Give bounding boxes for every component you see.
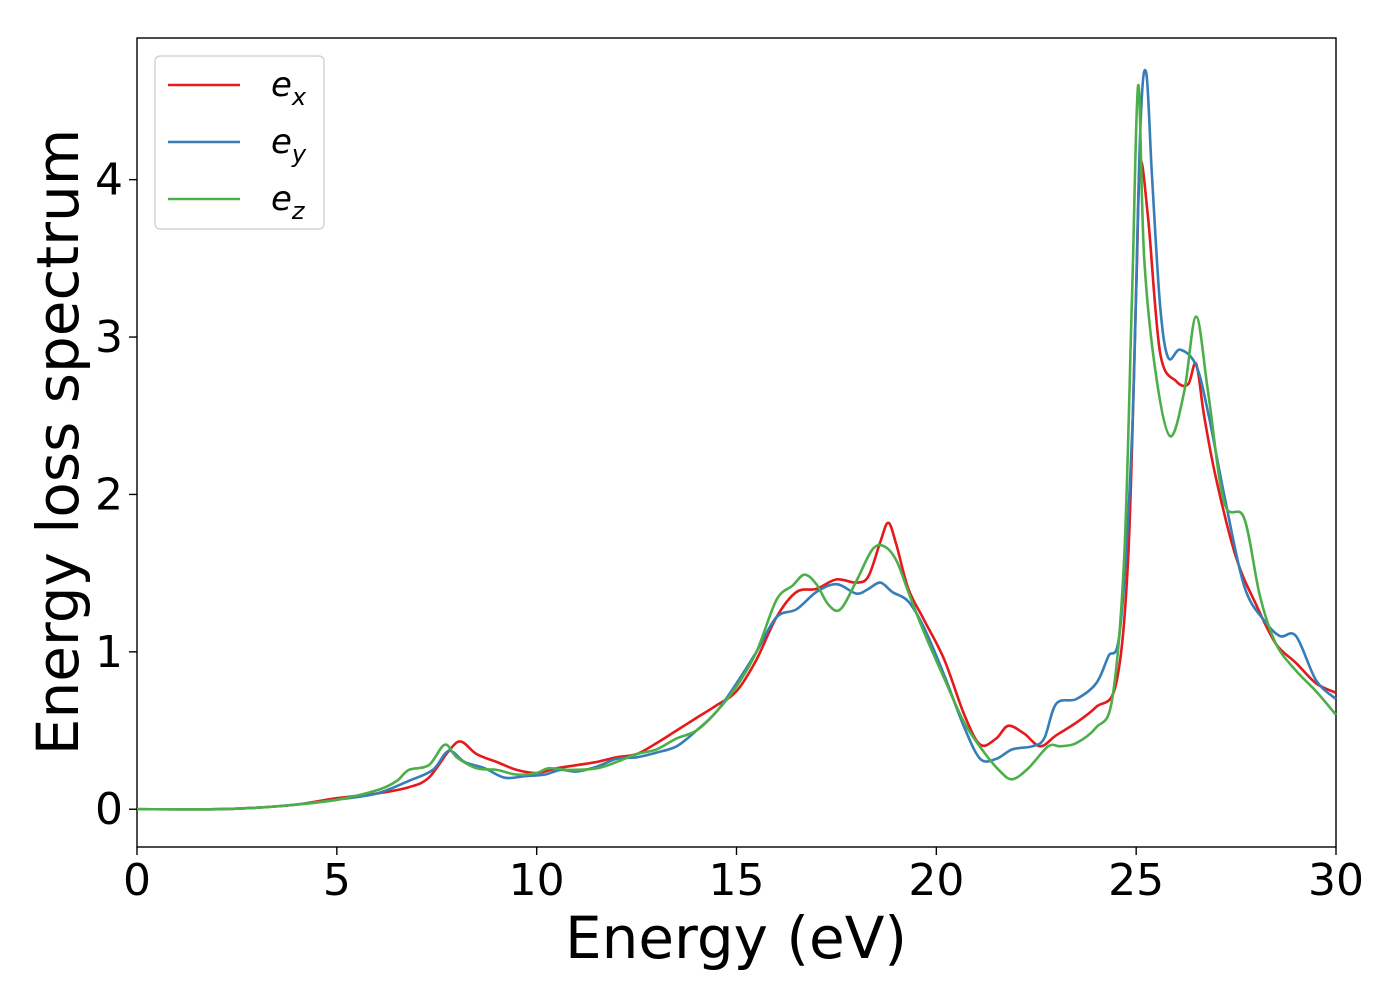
y-tick-label: 3 xyxy=(95,312,123,363)
legend-label-subscript: x xyxy=(291,83,307,111)
legend-label-subscript: y xyxy=(291,140,307,168)
y-tick-label: 2 xyxy=(95,469,123,520)
x-tick-label: 20 xyxy=(908,855,964,906)
x-tick-label: 15 xyxy=(709,855,765,906)
x-tick-label: 0 xyxy=(123,855,151,906)
x-tick-label: 25 xyxy=(1108,855,1164,906)
legend-label-base: e xyxy=(271,179,292,219)
series-layer xyxy=(136,68,1337,811)
legend-label-base: e xyxy=(271,65,292,105)
x-axis-ticks: 0 5 10 15 20 25 30 xyxy=(123,847,1364,906)
x-tick-label: 5 xyxy=(323,855,351,906)
legend-label-subscript: z xyxy=(291,197,306,225)
y-axis-ticks: 0 1 2 3 4 xyxy=(95,155,137,835)
x-tick-label: 10 xyxy=(509,855,565,906)
legend-label-x: ex xyxy=(271,65,307,111)
y-tick-label: 1 xyxy=(95,627,123,678)
legend-label-y: ey xyxy=(271,122,307,168)
x-tick-label: 30 xyxy=(1308,855,1364,906)
legend-label-z: ez xyxy=(271,179,306,225)
series-line-y xyxy=(136,68,1337,811)
y-axis-label: Energy loss spectrum xyxy=(24,129,92,755)
y-tick-label: 4 xyxy=(95,155,123,206)
legend-label-base: e xyxy=(271,122,292,162)
series-line-z xyxy=(136,83,1337,811)
x-axis-label: Energy (eV) xyxy=(565,904,907,972)
y-tick-label: 0 xyxy=(95,784,123,835)
series-line-x xyxy=(136,160,1337,811)
